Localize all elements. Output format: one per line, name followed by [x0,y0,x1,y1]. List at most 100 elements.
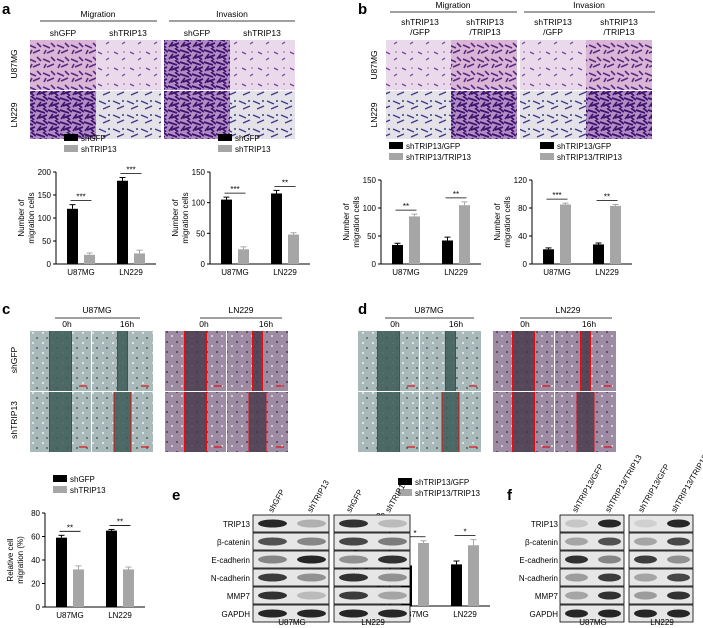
significance-label: ** [67,523,73,532]
group-label: U87MG [579,618,607,627]
legend-swatch [398,478,412,485]
panel-c-group-label: LN229 [228,305,253,315]
blot-strip [628,586,694,605]
bar [468,545,479,606]
bar [610,205,621,264]
significance-label: *** [552,191,561,200]
panel-a-images: Migration Invasion shGFP shTRIP13 shGFP … [9,9,295,139]
panel-b-migration-header: Migration [436,0,471,10]
panel-b-images: Migration Invasion shTRIP13/GFPshTRIP13/… [369,0,655,139]
micrograph [451,91,517,139]
bar [409,216,420,264]
panel-b-col-label-line: /GFP [410,27,430,37]
panel-a-col-label: shGFP [184,28,211,38]
significance-label: * [413,529,416,538]
wound-gap [114,392,131,452]
band [565,573,588,582]
legend-label: shGFP [81,134,106,143]
legend-label: shGFP [235,134,260,143]
micrograph [164,91,230,139]
band [297,555,326,564]
x-tick-label: U87MG [56,611,84,620]
micrograph [386,40,451,90]
band [565,537,588,546]
panel-a-col-label: shTRIP13 [243,28,281,38]
band [339,537,368,546]
protein-label: GAPDH [222,610,251,619]
panel-label-a: a [2,1,11,18]
band [565,555,588,564]
significance-label: *** [76,193,85,202]
blot-strip [628,532,694,551]
panel-c-row-label: shTRIP13 [9,401,19,439]
protein-label: GAPDH [530,610,559,619]
bar [134,253,145,264]
lane-label: shTRIP13 [383,478,409,514]
bar [288,234,299,264]
y-axis-label-line: migration (%) [16,536,25,584]
panel-e-western-blot: shGFP shTRIP13 shGFP shTRIP13 TRIP13 β-cateni… [211,478,411,627]
y-tick-label: 0 [523,260,528,269]
blot-strip [252,586,330,605]
bar [459,205,470,264]
blot-strip [628,604,694,623]
y-axis-label-line: migration cells [503,196,512,247]
y-tick-label: 40 [518,232,527,241]
band [378,519,407,528]
bar [84,254,95,264]
panel-a-invasion-header: Invasion [216,9,248,19]
legend-swatch [398,489,412,496]
wound-gap [49,331,72,391]
x-tick-label: LN229 [595,268,619,277]
panel-label-f: f [507,487,513,504]
bar [271,193,282,264]
wound-gap [577,392,594,452]
significance-label: ** [282,178,288,187]
time-label: 0h [62,319,72,329]
legend-swatch [64,145,78,152]
x-tick-label: U87MG [221,268,249,277]
panel-b-col-label-line: /TRIP13 [469,27,500,37]
legend-swatch [64,134,78,141]
blot-strip [252,568,330,587]
time-label: 16h [449,319,463,329]
band [667,519,690,528]
lane-label: shTRIP13/TRIP13 [669,453,703,514]
group-label: LN229 [650,618,674,627]
significance-label: ** [453,190,459,199]
x-tick-label: LN229 [444,268,468,277]
y-tick-label: 200 [38,168,52,177]
chart-c-wound: 0 20 40 60 80 Relative cell migration (%) U87MG… [6,475,145,620]
y-axis-label-line: Number of [493,203,502,241]
x-tick-label: LN229 [453,610,477,619]
chart-b-migration: 0 50 100 150 Number of migration cells U87MG **… [342,142,481,277]
panel-c-row-label: shGFP [9,346,19,373]
protein-label: MMP7 [535,592,559,601]
x-tick-label: U87MG [401,610,429,619]
bar [117,180,128,264]
protein-label: TRIP13 [223,520,251,529]
bar [560,204,571,264]
panel-b-row-label: LN229 [369,102,379,127]
time-label: 16h [582,319,596,329]
band [598,609,621,618]
y-tick-label: 50 [196,229,205,238]
group-label: LN229 [361,618,385,627]
blot-strip [628,514,694,533]
legend-label: shTRIP13/TRIP13 [406,153,471,162]
y-tick-label: 120 [514,176,528,185]
wound-gap [249,392,266,452]
blot-strip [333,568,411,587]
protein-label: β-catenin [217,538,250,547]
band [598,519,621,528]
bar [451,564,462,606]
band [339,609,368,618]
protein-label: MMP7 [227,592,251,601]
y-tick-label: 40 [31,556,40,565]
bar [67,208,78,264]
bar [56,537,67,607]
legend-label: shGFP [70,475,95,484]
